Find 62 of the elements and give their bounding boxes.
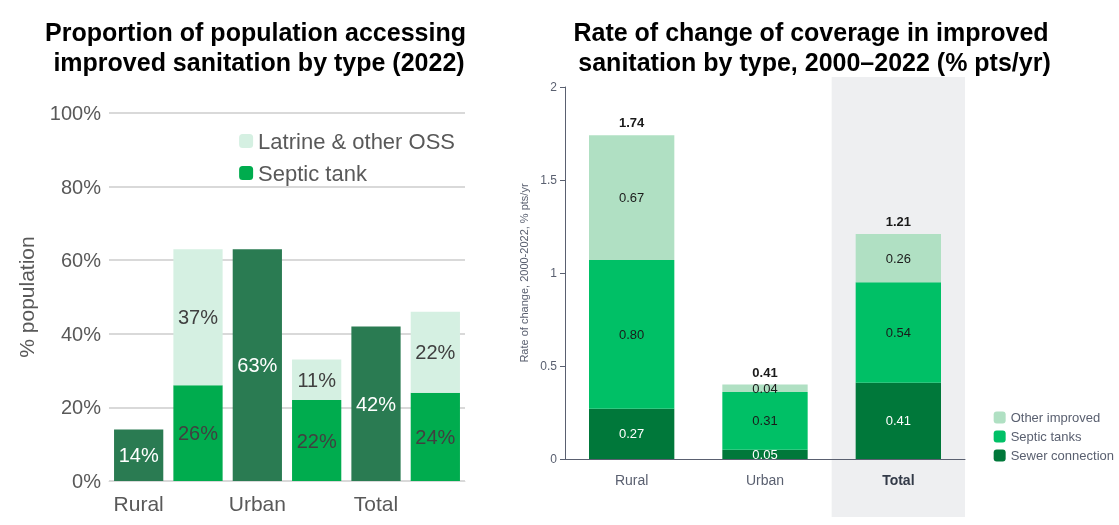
total-label: 1.74 [619, 115, 646, 131]
data-label: 0.80 [619, 326, 645, 342]
bar [855, 233, 941, 283]
y-tick-label: 1.5 [540, 173, 558, 187]
bar [589, 135, 675, 260]
y-tick-label: 0% [72, 470, 102, 492]
data-label: 0.05 [752, 446, 778, 462]
data-label: 0.26 [885, 250, 911, 266]
y-tick-label: 0.5 [540, 359, 558, 373]
y-axis-title: Rate of change, 2000-2022, % pts/yr [517, 183, 530, 363]
chart-title: Proportion of population accessing improved sanitation by type (2022) [45, 18, 473, 76]
bar [855, 382, 941, 459]
bar [114, 429, 164, 481]
data-label: 0.04 [752, 380, 778, 396]
y-tick-label: 1 [550, 266, 558, 280]
data-label: 11% [297, 368, 337, 391]
total-label: 1.21 [885, 213, 911, 229]
chart-title: Rate of change of coverage in improved sanitation by type, 2000–2022 (% pts/yr) [573, 18, 1056, 76]
data-label: 24% [415, 425, 456, 448]
data-label: 14% [118, 444, 159, 467]
y-tick-label: 2 [550, 80, 558, 94]
x-tick-label: Rural [113, 492, 164, 515]
y-tick-label: 60% [60, 249, 102, 272]
x-tick-label: Total [353, 492, 399, 515]
legend-label: Sewer connection [1010, 448, 1114, 463]
y-tick-label: 100% [49, 102, 102, 124]
bar [232, 249, 282, 481]
bar [173, 249, 223, 386]
data-label: 42% [355, 392, 397, 415]
data-label: 22% [415, 341, 456, 364]
x-tick-label: Urban [228, 492, 286, 515]
y-tick-label: 0 [550, 452, 558, 466]
y-tick-label: 40% [60, 322, 102, 345]
y-axis-title: % population [15, 236, 38, 358]
bar [410, 392, 460, 481]
x-tick-label: Total [882, 472, 915, 488]
bar [351, 326, 401, 481]
data-label: 26% [177, 422, 219, 445]
bar [173, 385, 223, 481]
data-label: 0.41 [885, 413, 911, 429]
bar [292, 400, 342, 481]
legend-label: Other improved [1010, 410, 1101, 425]
data-label: 0.27 [619, 426, 645, 442]
total-label: 0.41 [752, 364, 778, 380]
bar [722, 392, 808, 450]
data-label: 0.54 [885, 325, 911, 341]
bar [410, 311, 460, 393]
data-label: 63% [237, 354, 278, 377]
bar [589, 259, 675, 409]
legend-label: Septic tank [258, 160, 368, 186]
legend-label: Latrine & other OSS [258, 128, 456, 154]
data-label: 22% [296, 429, 337, 452]
y-tick-label: 20% [60, 396, 102, 419]
x-tick-label: Urban [745, 472, 785, 488]
bar [589, 408, 675, 459]
data-label: 0.31 [752, 413, 778, 429]
y-tick-label: 80% [60, 175, 102, 198]
data-label: 37% [177, 306, 219, 329]
x-tick-label: Rural [614, 472, 649, 488]
legend-label: Septic tanks [1010, 429, 1082, 444]
bar [855, 282, 941, 383]
data-label: 0.67 [619, 190, 645, 206]
